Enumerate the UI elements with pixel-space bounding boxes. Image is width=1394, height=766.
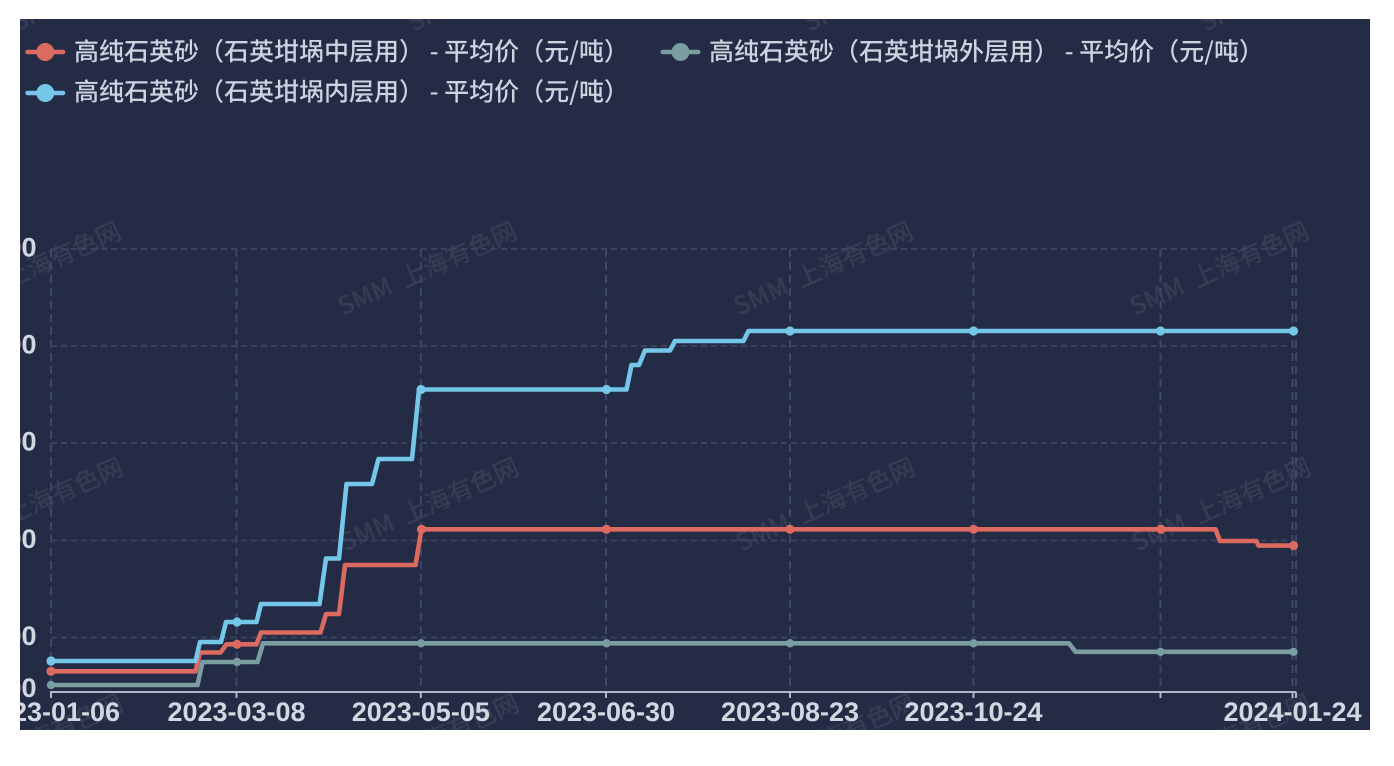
svg-text:2023-03-08: 2023-03-08 — [167, 697, 305, 727]
svg-text:2023-06-30: 2023-06-30 — [537, 697, 675, 727]
svg-text:000: 000 — [20, 329, 37, 359]
svg-text:2023-10-24: 2023-10-24 — [904, 697, 1042, 727]
svg-text:2023-08-23: 2023-08-23 — [721, 697, 859, 727]
svg-text:000: 000 — [20, 232, 37, 262]
svg-text:2023-01-06: 2023-01-06 — [20, 697, 120, 727]
svg-text:000: 000 — [20, 426, 37, 456]
svg-text:2023-05-05: 2023-05-05 — [352, 697, 490, 727]
svg-text:000: 000 — [20, 524, 37, 554]
svg-text:000: 000 — [20, 673, 37, 703]
svg-text:000: 000 — [20, 621, 37, 651]
svg-text:2024-01-24: 2024-01-24 — [1223, 697, 1361, 727]
